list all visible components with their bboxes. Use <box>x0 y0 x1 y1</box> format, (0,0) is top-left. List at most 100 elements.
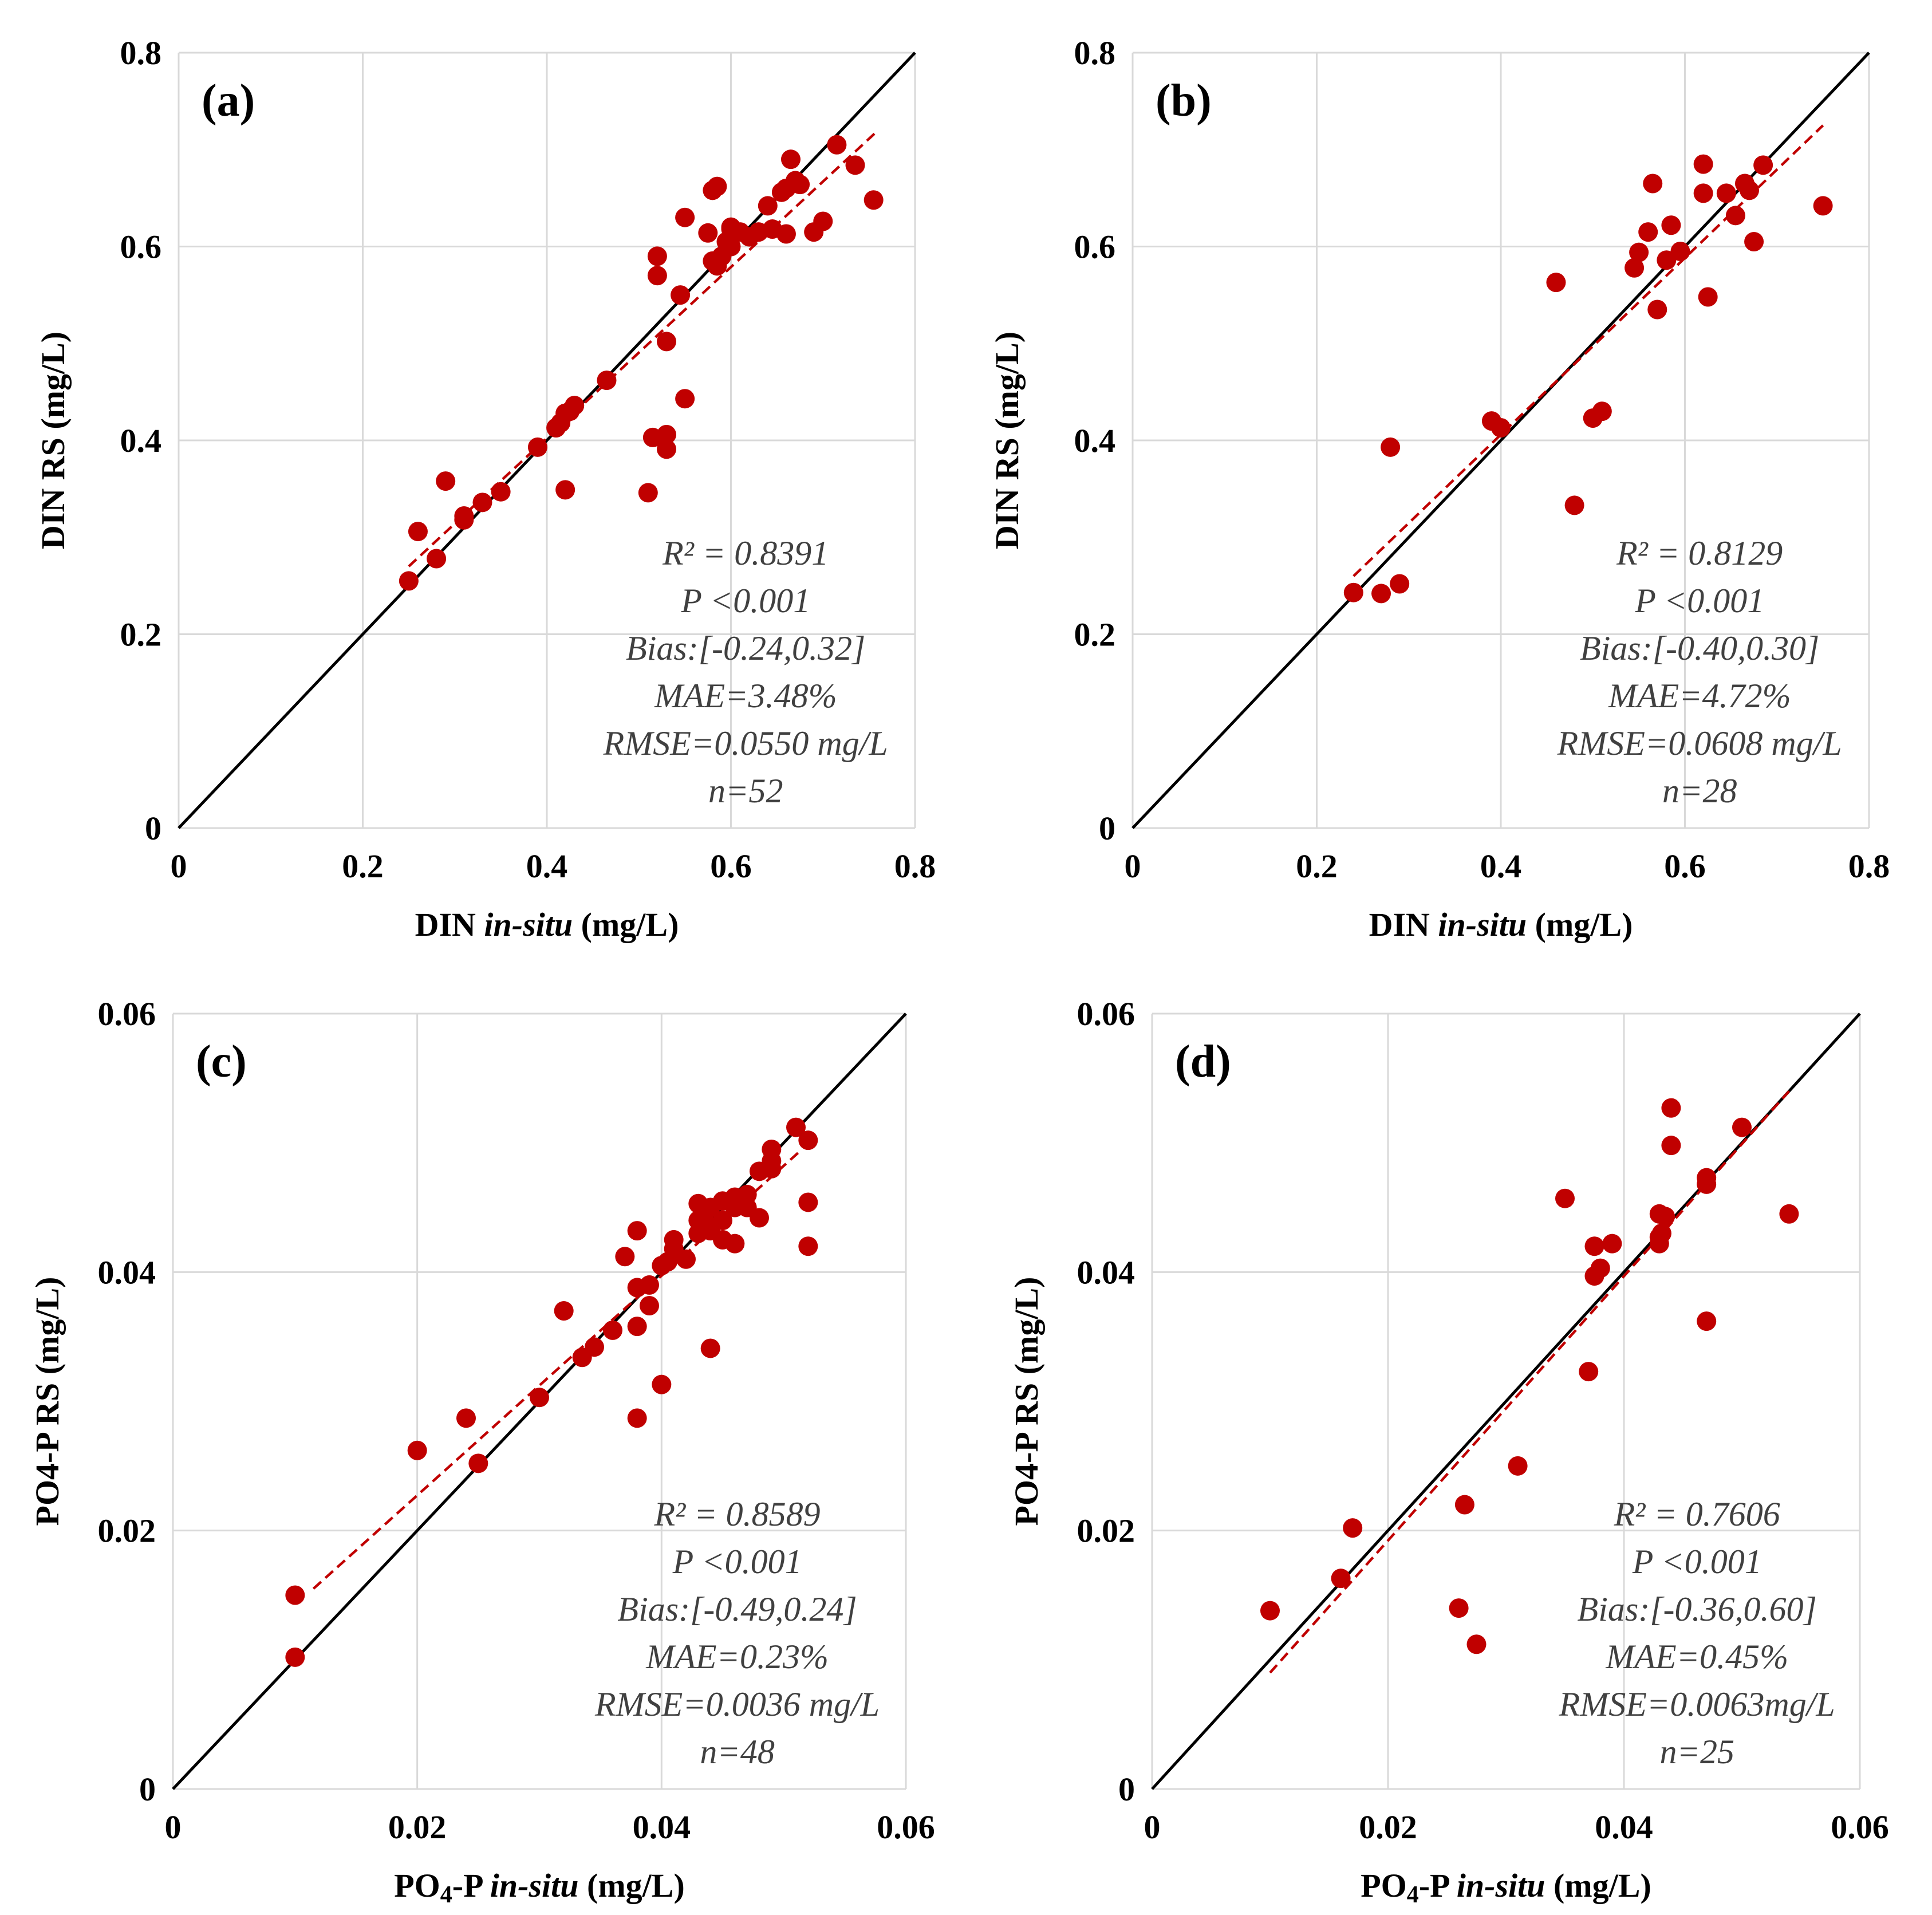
trendline <box>408 129 880 568</box>
data-point <box>597 371 617 391</box>
data-point <box>675 389 695 409</box>
stat-line: R² = 0.8589 <box>654 1495 821 1533</box>
panel-label: (c) <box>196 1037 247 1087</box>
x-tick-label: 0 <box>171 848 187 885</box>
x-tick-label: 0.8 <box>1848 848 1890 885</box>
stat-line: Bias:[-0.36,0.60] <box>1578 1590 1817 1628</box>
x-tick-label: 0.2 <box>1296 848 1338 885</box>
data-point <box>468 1453 488 1473</box>
data-point <box>1454 1495 1474 1515</box>
stat-line: MAE=0.23% <box>645 1638 829 1676</box>
data-point <box>554 1301 574 1321</box>
x-tick-label: 0.04 <box>633 1808 691 1846</box>
data-point <box>640 1296 659 1316</box>
chart-panel-c: 0 0.02 0.04 0.06 0 0.02 0.04 0.06 (c) R² = 0.8589… <box>29 995 935 1908</box>
data-point <box>671 285 691 305</box>
data-point <box>652 1374 672 1394</box>
data-point <box>427 549 447 569</box>
x-tick-label: 0.4 <box>1480 848 1522 885</box>
data-point <box>1716 183 1736 203</box>
data-point <box>1592 401 1612 421</box>
y-tick-label: 0.06 <box>98 995 156 1033</box>
data-point <box>456 1408 476 1428</box>
data-point <box>530 1388 549 1408</box>
data-point <box>1661 1098 1681 1118</box>
stat-line: P <0.001 <box>680 582 810 620</box>
data-point <box>758 196 778 216</box>
data-point <box>1390 574 1410 594</box>
x-tick-label: 0.02 <box>388 1808 447 1846</box>
x-tick-label: 0.2 <box>342 848 384 885</box>
data-point <box>698 223 718 243</box>
stat-line: n=28 <box>1662 772 1737 810</box>
data-point <box>647 246 667 266</box>
data-point <box>798 1192 818 1212</box>
y-tick-label: 0.6 <box>1074 228 1116 266</box>
data-point <box>1381 437 1401 457</box>
x-axis-label-part: DIN <box>415 906 484 943</box>
data-point <box>780 149 801 170</box>
data-point <box>615 1247 635 1267</box>
y-tick-label: 0.8 <box>1074 34 1116 72</box>
data-point <box>491 482 511 502</box>
data-point <box>399 571 419 591</box>
data-point <box>1693 154 1713 174</box>
data-point <box>408 522 428 542</box>
data-point <box>864 190 884 210</box>
data-point <box>1698 287 1718 307</box>
data-point <box>1564 495 1584 515</box>
data-point <box>656 332 676 352</box>
x-axis-label-part: (mg/L) <box>1545 1867 1651 1904</box>
data-point <box>1343 1518 1363 1538</box>
data-point <box>1661 1136 1681 1156</box>
data-point <box>1813 196 1833 216</box>
x-axis-label-part: (mg/L) <box>1527 906 1633 943</box>
panel-label: (b) <box>1156 76 1212 126</box>
chart-panel-b: 0 0.2 0.4 0.6 0.8 0 0.2 0.4 0.6 0.8 (b) R² = 0.8129… <box>988 34 1890 943</box>
x-axis-label-part: (mg/L) <box>573 906 679 943</box>
x-axis-label-part: -P <box>452 1867 490 1904</box>
data-point <box>676 1249 696 1269</box>
data-point <box>1647 300 1667 320</box>
stat-line: R² = 0.7606 <box>1614 1495 1780 1533</box>
data-point <box>762 1159 782 1179</box>
y-tick-label: 0.02 <box>98 1512 156 1550</box>
stat-line: P <0.001 <box>672 1543 802 1581</box>
stat-line: R² = 0.8391 <box>662 534 829 572</box>
x-axis-label-part: DIN <box>1369 906 1438 943</box>
data-point <box>1331 1569 1351 1589</box>
x-axis-label-italic: in-situ <box>484 906 573 943</box>
data-point <box>707 176 727 196</box>
data-point <box>1670 241 1690 261</box>
x-axis-label-italic: in-situ <box>490 1867 579 1904</box>
data-point <box>454 506 474 526</box>
x-tick-label: 0.06 <box>877 1808 935 1846</box>
data-point <box>776 178 796 198</box>
x-axis-label-part: PO <box>394 1867 440 1904</box>
stat-line: P <0.001 <box>1632 1543 1762 1581</box>
data-point <box>664 1230 684 1250</box>
data-point <box>1260 1601 1280 1621</box>
x-axis-label-part: (mg/L) <box>579 1867 685 1904</box>
data-point <box>675 207 695 227</box>
stat-line: Bias:[-0.49,0.24] <box>617 1590 857 1628</box>
x-tick-label: 0.4 <box>526 848 568 885</box>
data-point <box>658 1252 677 1272</box>
data-point <box>647 266 667 286</box>
data-point <box>798 1236 818 1256</box>
data-point <box>627 1317 647 1337</box>
y-axis-label: DIN RS (mg/L) <box>34 332 72 549</box>
x-axis-label: DIN in-situ (mg/L) <box>1369 906 1633 943</box>
data-point <box>555 480 575 500</box>
data-point <box>436 471 456 491</box>
y-tick-label: 0.04 <box>98 1254 156 1291</box>
data-point <box>1602 1234 1622 1254</box>
x-axis-label: PO4-P in-situ (mg/L) <box>1361 1867 1651 1908</box>
data-point <box>1744 232 1764 252</box>
data-point <box>1629 242 1649 262</box>
data-point <box>638 483 658 503</box>
stat-line: n=25 <box>1659 1733 1734 1771</box>
y-tick-label: 0.4 <box>1074 422 1116 459</box>
y-axis-label: DIN RS (mg/L) <box>988 332 1026 549</box>
chart-panel-d: 0 0.02 0.04 0.06 0 0.02 0.04 0.06 (d) R² = 0.7606… <box>1008 995 1889 1908</box>
